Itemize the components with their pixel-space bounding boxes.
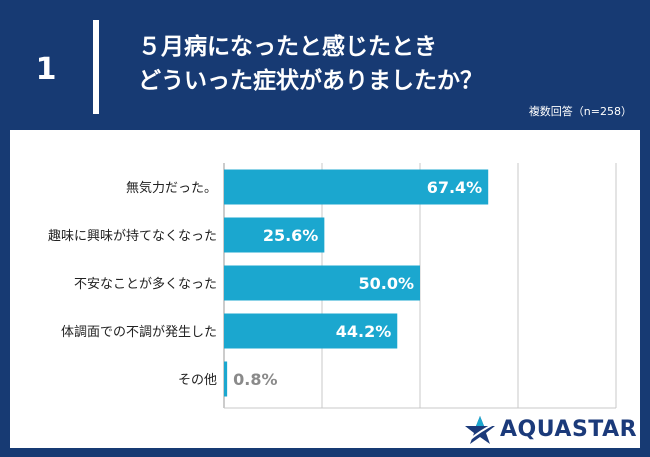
value-label: 25.6% — [263, 226, 319, 245]
header-divider — [93, 20, 99, 114]
chart-panel: 無気力だった。 67.4% 趣味に興味が持てなくなった 25.6% 不安なことが多くなっ… — [10, 130, 640, 448]
category-label: 趣味に興味が持てなくなった — [48, 229, 217, 244]
bar — [224, 313, 398, 349]
question-line-1: ５月病になったと感じたとき — [138, 34, 437, 60]
category-label: その他 — [178, 373, 217, 388]
bar — [224, 169, 489, 205]
brand-name: AQUASTAR — [500, 417, 638, 442]
value-label: 44.2% — [336, 322, 392, 341]
sample-note: 複数回答（n=258） — [528, 105, 632, 118]
question-title: ５月病になったと感じたとき どういった症状がありましたか？ — [138, 30, 483, 98]
bar — [224, 217, 325, 253]
category-label: 体調面での不調が発生した — [61, 325, 217, 340]
brand-logo: AQUASTAR — [463, 415, 638, 445]
category-label: 不安なことが多くなった — [74, 276, 217, 292]
value-label: 50.0% — [358, 274, 414, 293]
category-label: 無気力だった。 — [126, 180, 217, 196]
bar — [224, 361, 228, 397]
question-number: 1 — [35, 52, 57, 87]
header: 1 ５月病になったと感じたとき どういった症状がありましたか？ 複数回答（n=2… — [0, 0, 650, 130]
bar-chart: 無気力だった。 67.4% 趣味に興味が持てなくなった 25.6% 不安なことが多くなっ… — [48, 163, 617, 409]
question-line-2: どういった症状がありましたか？ — [138, 68, 483, 94]
value-label: 0.8% — [233, 370, 277, 389]
star-icon — [465, 416, 495, 444]
bar — [224, 265, 420, 301]
value-label: 67.4% — [427, 178, 483, 197]
